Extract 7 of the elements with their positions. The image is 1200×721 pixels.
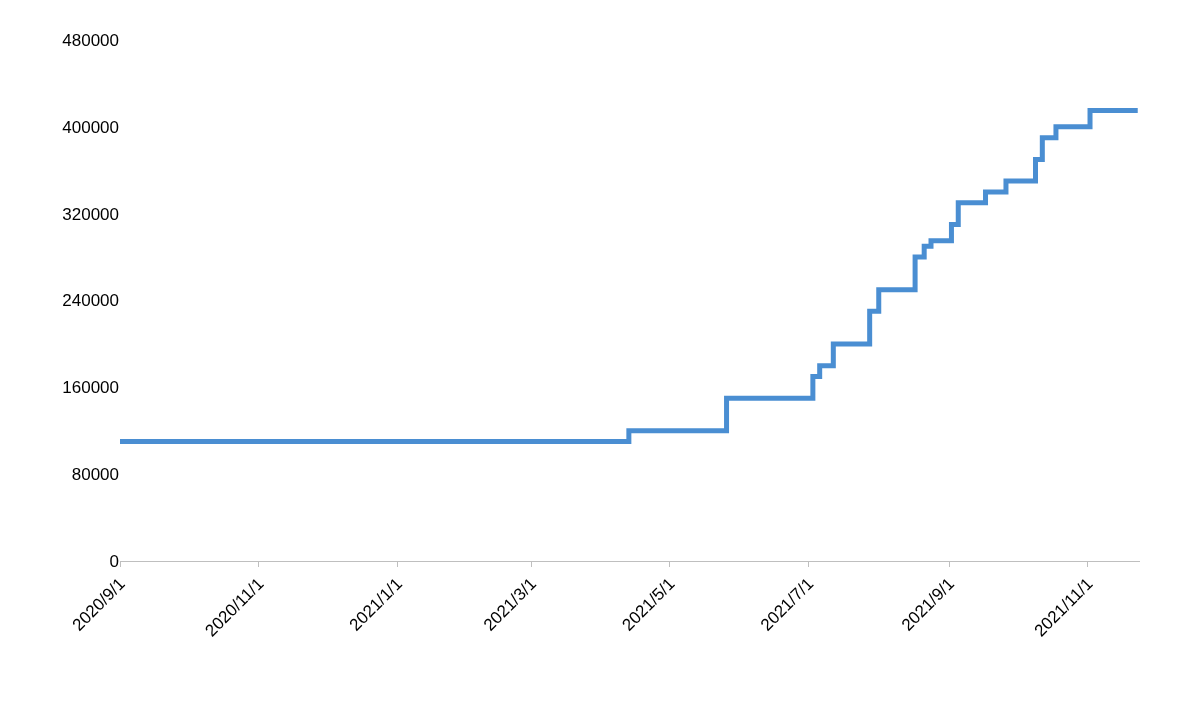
y-tick-label: 400000 [62,117,119,137]
y-tick-label: 240000 [62,291,119,311]
y-tick-label: 80000 [71,465,119,485]
y-tick-label: 0 [109,551,119,571]
y-tick-label: 320000 [62,204,119,224]
y-tick-label: 160000 [62,378,119,398]
y-tick-label: 480000 [62,30,119,50]
